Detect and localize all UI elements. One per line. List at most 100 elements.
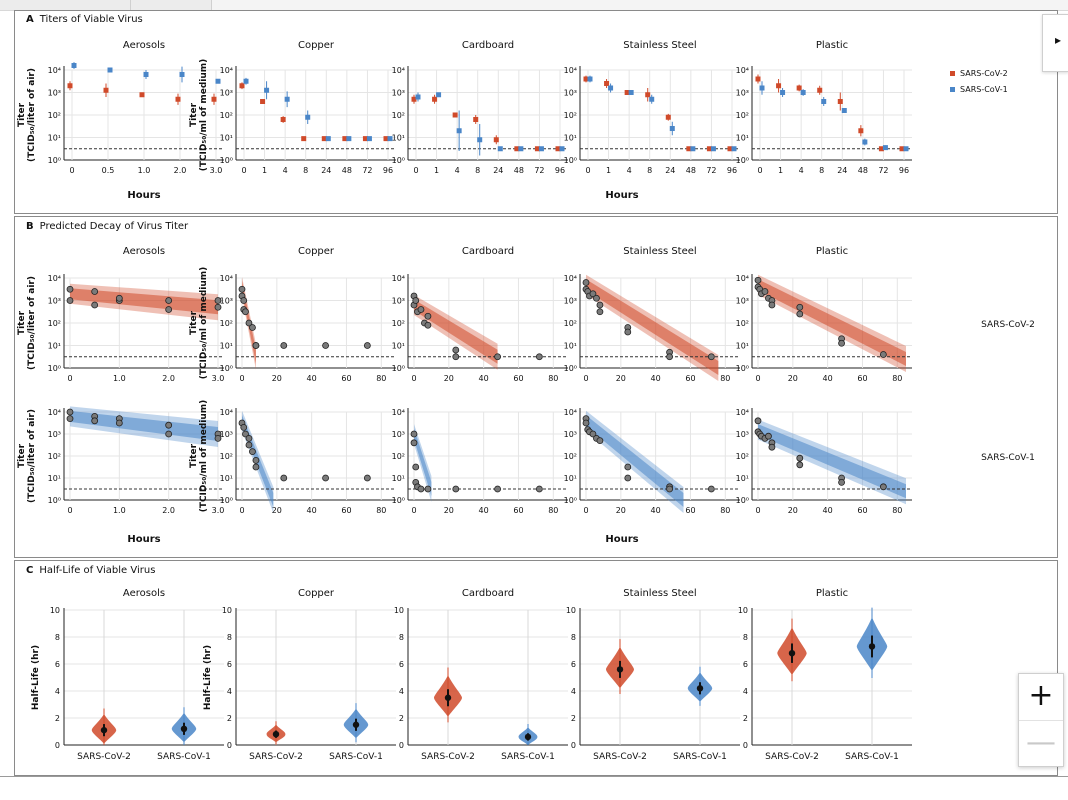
panel-c-median-point <box>352 721 360 728</box>
panel-b-x-tick-label: 0 <box>755 506 760 515</box>
panel-a-data-point <box>67 83 73 89</box>
panel-c-subplot-title: Plastic <box>816 588 848 599</box>
panel-a-data-point <box>493 137 499 143</box>
panel-b-y-tick-label: 10² <box>736 452 749 461</box>
panel-c-frame <box>14 560 1058 776</box>
panel-b-observation <box>535 353 543 361</box>
panel-b-observation <box>624 463 632 471</box>
panel-b-y-tick-label: 10⁰ <box>736 496 749 505</box>
panel-a-data-point <box>690 146 696 152</box>
panel-b-observation <box>115 294 123 302</box>
panel-a-data-point <box>411 96 417 102</box>
panel-a-x-tick-label: 4 <box>455 166 460 175</box>
panel-b-x-tick-label: 0 <box>411 506 416 515</box>
panel-a-data-point <box>878 146 884 152</box>
panel-b-y-tick-label: 10⁴ <box>392 408 405 417</box>
panel-a-data-point <box>755 76 761 82</box>
zoom-out-button[interactable]: — <box>1026 725 1056 760</box>
panel-a-data-point <box>817 87 823 93</box>
panel-b-observation <box>624 474 632 482</box>
panel-b-observation <box>707 485 715 493</box>
bottom-divider <box>0 776 1068 777</box>
panel-b-observation <box>252 456 260 464</box>
panel-a-y-tick-label: 10² <box>220 111 233 120</box>
panel-b-x-tick-label: 40 <box>307 506 317 515</box>
panel-b-y-title: Titer <box>189 310 199 335</box>
panel-b-y-tick-label: 10⁴ <box>564 274 577 283</box>
panel-c-subplot-title: Stainless Steel <box>623 588 696 599</box>
zoom-in-button[interactable]: + <box>1019 674 1063 721</box>
panel-a-data-point <box>559 146 565 152</box>
panel-b-y-tick-label: 10¹ <box>564 474 577 483</box>
panel-a-data-point <box>706 146 712 152</box>
panel-b-observation <box>363 474 371 482</box>
panel-b-y-tick-label: 10⁰ <box>48 496 61 505</box>
panel-b-y-title: Titer <box>17 443 27 468</box>
panel-b-x-tick-label: 40 <box>479 374 489 383</box>
panel-a-data-point <box>239 83 245 89</box>
panel-b-x-tick-label: 80 <box>376 374 386 383</box>
panel-a-data-point <box>143 72 149 77</box>
panel-b-x-tick-label: 80 <box>720 374 730 383</box>
panel-a-data-point <box>604 81 610 86</box>
panel-b-x-tick-label: 40 <box>651 374 661 383</box>
panel-a-data-point <box>608 85 614 91</box>
panel-a-data-point <box>432 96 438 102</box>
panel-a-y-tick-label: 10³ <box>220 89 233 98</box>
panel-a-data-point <box>665 114 671 120</box>
panel-b-observation <box>240 297 248 304</box>
panel-a-data-point <box>215 78 221 84</box>
panel-b-y-tick-label: 10¹ <box>392 342 405 351</box>
panel-a-heading: A Titers of Viable Virus <box>26 14 143 25</box>
panel-a-data-point <box>800 90 806 95</box>
tab-stub[interactable] <box>131 0 212 10</box>
panel-c-median-point <box>100 726 108 734</box>
panel-c-y-tick-label: 6 <box>571 660 576 669</box>
panel-b-observation <box>240 423 248 431</box>
panel-a-data-point <box>179 72 185 77</box>
panel-a-y-tick-label: 10² <box>736 111 749 120</box>
panel-b-observation <box>666 485 673 493</box>
panel-b-observation <box>322 474 329 482</box>
tab-stub[interactable] <box>0 0 131 10</box>
panel-b-y-tick-label: 10³ <box>392 430 405 439</box>
panel-c-subplot-title: Aerosols <box>123 588 165 599</box>
panel-b-observation <box>412 463 420 471</box>
panel-b-y-tick-label: 10³ <box>392 297 405 306</box>
panel-a-x-tick-label: 0 <box>413 166 418 175</box>
panel-c-y-tick-label: 6 <box>399 660 404 669</box>
panel-b-fit-core <box>414 299 498 364</box>
panel-a-data-point <box>415 94 421 100</box>
panel-a-data-point <box>858 128 864 134</box>
panel-b-y-tick-label: 10¹ <box>392 474 405 483</box>
panel-a-y-tick-label: 10³ <box>48 89 61 98</box>
panel-a-data-point <box>628 90 634 95</box>
panel-b-x-tick-label: 0 <box>411 374 416 383</box>
panel-b-observation <box>879 351 887 358</box>
panel-b-x-tick-label: 40 <box>823 506 833 515</box>
panel-b-observation <box>363 342 371 349</box>
panel-b-y-subtitle: (TCID₅₀/ml of medium) <box>199 400 209 513</box>
panel-c-subplot-title: Cardboard <box>462 588 514 599</box>
panel-c-y-tick-label: 0 <box>399 741 404 750</box>
panel-a-data-point <box>899 146 905 152</box>
panel-a-subplot-title: Copper <box>298 40 335 51</box>
panel-c-y-tick-label: 10 <box>738 606 748 615</box>
panel-c-y-tick-label: 6 <box>743 660 748 669</box>
panel-c-heading: C Half-Life of Viable Virus <box>26 565 155 576</box>
panel-b-fit-core <box>70 410 218 441</box>
panel-b-x-tick-label: 60 <box>857 374 867 383</box>
panel-a-data-point <box>139 92 145 98</box>
panel-b-y-tick-label: 10² <box>220 319 233 328</box>
panel-a-x-tick-label: 3.0 <box>210 166 223 175</box>
panel-a-x-tick-label: 96 <box>727 166 737 175</box>
panel-a-x-tick-label: 4 <box>627 166 632 175</box>
panel-a-data-point <box>624 90 630 95</box>
side-panel-toggle[interactable]: ▸ <box>1042 14 1068 72</box>
panel-b-x-tick-label: 80 <box>720 506 730 515</box>
panel-b-y-tick-label: 10³ <box>736 297 749 306</box>
panel-b-observation <box>535 485 543 493</box>
panel-a-x-title: Hours <box>127 190 160 201</box>
panel-c-y-tick-label: 4 <box>571 687 576 696</box>
panel-b-subplot-title: Copper <box>298 246 335 257</box>
